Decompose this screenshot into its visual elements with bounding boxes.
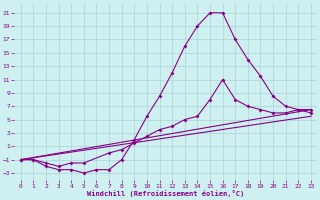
X-axis label: Windchill (Refroidissement éolien,°C): Windchill (Refroidissement éolien,°C) <box>87 190 244 197</box>
